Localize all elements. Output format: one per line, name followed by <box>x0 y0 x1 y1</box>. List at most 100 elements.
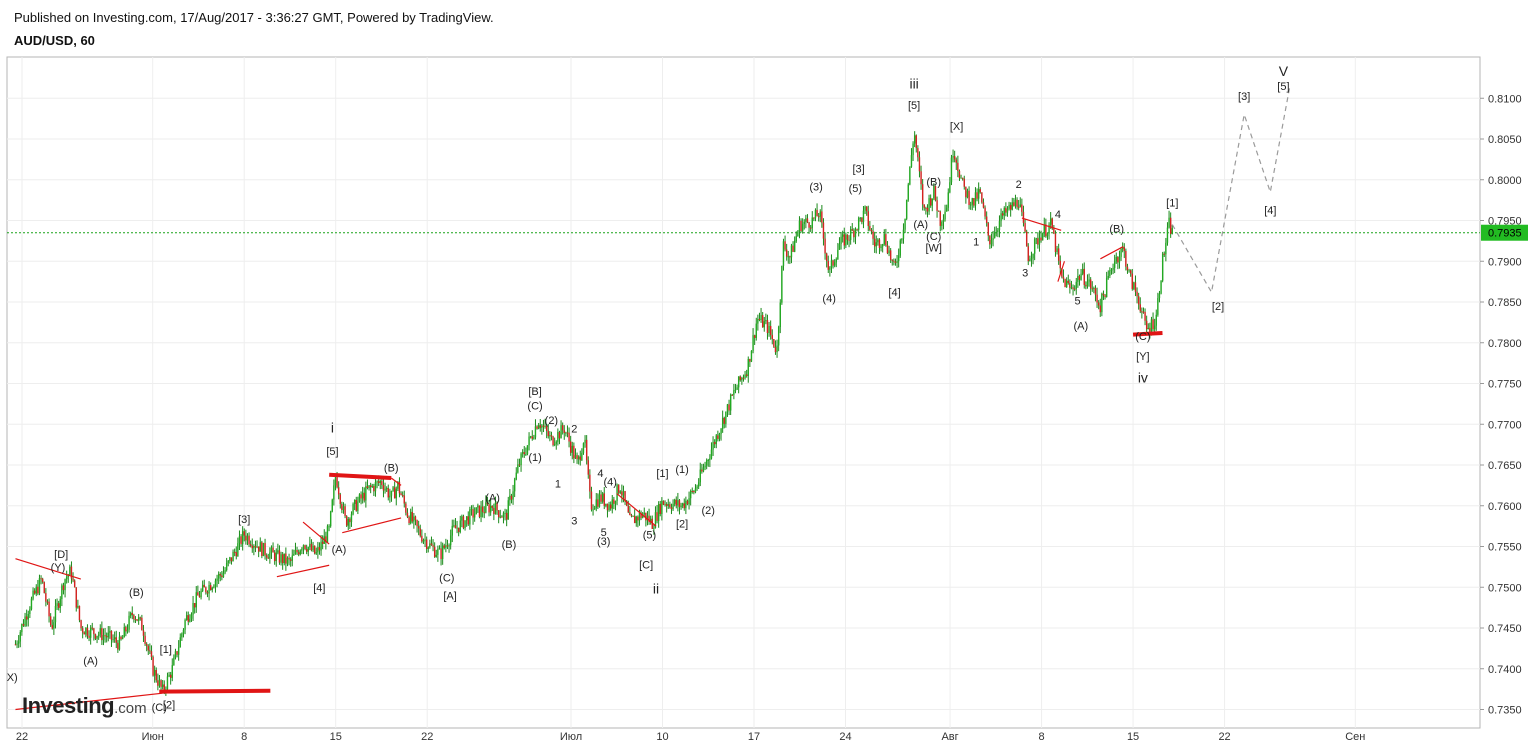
candle-body <box>891 259 893 261</box>
candle-body <box>1088 279 1090 282</box>
candle-body <box>413 516 415 522</box>
candle-body <box>48 601 50 617</box>
candle-body <box>331 499 333 512</box>
candle-body <box>601 493 604 502</box>
candle-body <box>785 249 788 257</box>
candle-body <box>976 192 978 199</box>
candle-body <box>1085 284 1087 287</box>
candle-body <box>134 619 137 621</box>
candle-body <box>347 518 349 526</box>
candle-body <box>1141 311 1143 313</box>
candle-body <box>621 491 623 496</box>
candle-body <box>501 516 503 518</box>
candle-body <box>1046 233 1049 237</box>
x-axis[interactable]: 22 Июн 8 15 22 Июл 10 17 24 Авг 8 15 22 Сен <box>16 731 1365 743</box>
candle-body <box>229 557 231 561</box>
candle-body <box>443 545 445 548</box>
candle-body <box>635 516 637 524</box>
candle-body <box>838 244 841 250</box>
candle-body <box>805 218 807 222</box>
candle-body <box>955 159 957 163</box>
candle-body <box>243 531 245 536</box>
candle-body <box>453 525 455 527</box>
candle-body <box>157 680 159 686</box>
support-resistance-line <box>329 472 392 481</box>
candle-body <box>593 508 596 510</box>
candle-body <box>435 554 437 557</box>
candle-body <box>469 509 471 525</box>
candle-body <box>670 507 673 510</box>
candle-body <box>673 499 676 504</box>
trend-line <box>302 521 330 545</box>
candle-body <box>371 486 373 488</box>
candle-body <box>726 404 729 412</box>
candle-body <box>254 545 257 548</box>
candle-body <box>893 260 895 262</box>
candle-body <box>526 445 529 455</box>
candle-body <box>1144 311 1146 321</box>
candle-body <box>696 486 698 489</box>
candle-body <box>46 601 49 603</box>
candle-body <box>1083 268 1085 285</box>
candle-body <box>107 632 109 638</box>
candle-body <box>446 545 449 547</box>
candle-body <box>35 586 37 594</box>
candle-body <box>851 229 853 231</box>
candle-body <box>654 512 657 528</box>
candle-body <box>17 641 20 644</box>
candle-body <box>240 536 242 545</box>
candle-body <box>632 515 634 517</box>
candle-body <box>384 488 386 491</box>
wave-label: (A) <box>332 544 347 556</box>
candle-body <box>387 488 389 498</box>
candle-body <box>1067 280 1069 284</box>
candle-body <box>677 500 679 506</box>
candle-body <box>397 481 399 489</box>
candle-body <box>1038 237 1041 245</box>
candle-body <box>206 592 209 594</box>
candle-body <box>627 505 629 513</box>
candle-body <box>427 547 429 549</box>
candle-body <box>845 234 847 246</box>
candle-body <box>745 374 748 376</box>
candle-body <box>761 315 764 328</box>
candle-body <box>345 515 348 526</box>
candle-body <box>233 551 236 553</box>
candle-body <box>582 443 585 453</box>
candle-body <box>272 547 274 553</box>
candle-body <box>741 377 743 381</box>
candle-body <box>317 547 319 553</box>
candle-body <box>472 509 474 518</box>
candle-body <box>787 256 789 258</box>
candle-body <box>1171 228 1173 234</box>
candle-body <box>224 570 226 573</box>
candle-body <box>403 495 405 504</box>
wave-label: 4 <box>597 468 603 480</box>
candle-body <box>265 555 268 558</box>
candle-body <box>1062 276 1065 279</box>
candle-body <box>694 488 697 493</box>
candle-body <box>480 506 482 518</box>
candle-body <box>712 441 714 450</box>
wave-label: [4] <box>1264 205 1276 217</box>
candle-body <box>829 267 831 270</box>
candle-body <box>990 240 993 245</box>
candle-body <box>488 504 490 513</box>
wave-label: 2 <box>571 423 577 435</box>
candle-body <box>336 477 338 488</box>
candle-body <box>166 676 169 690</box>
candle-body <box>286 557 289 564</box>
candle-body <box>747 359 749 376</box>
candle-body <box>1025 231 1028 247</box>
candle-body <box>616 484 618 501</box>
candle-body <box>419 528 421 536</box>
candle-body <box>400 493 402 496</box>
candle-body <box>918 157 921 172</box>
candle-body <box>750 350 753 362</box>
wave-label: 5 <box>1074 295 1080 307</box>
wave-label: [5] <box>1277 81 1289 93</box>
candle-body <box>581 452 583 461</box>
candle-body <box>1123 247 1125 251</box>
candle-body <box>438 548 441 550</box>
